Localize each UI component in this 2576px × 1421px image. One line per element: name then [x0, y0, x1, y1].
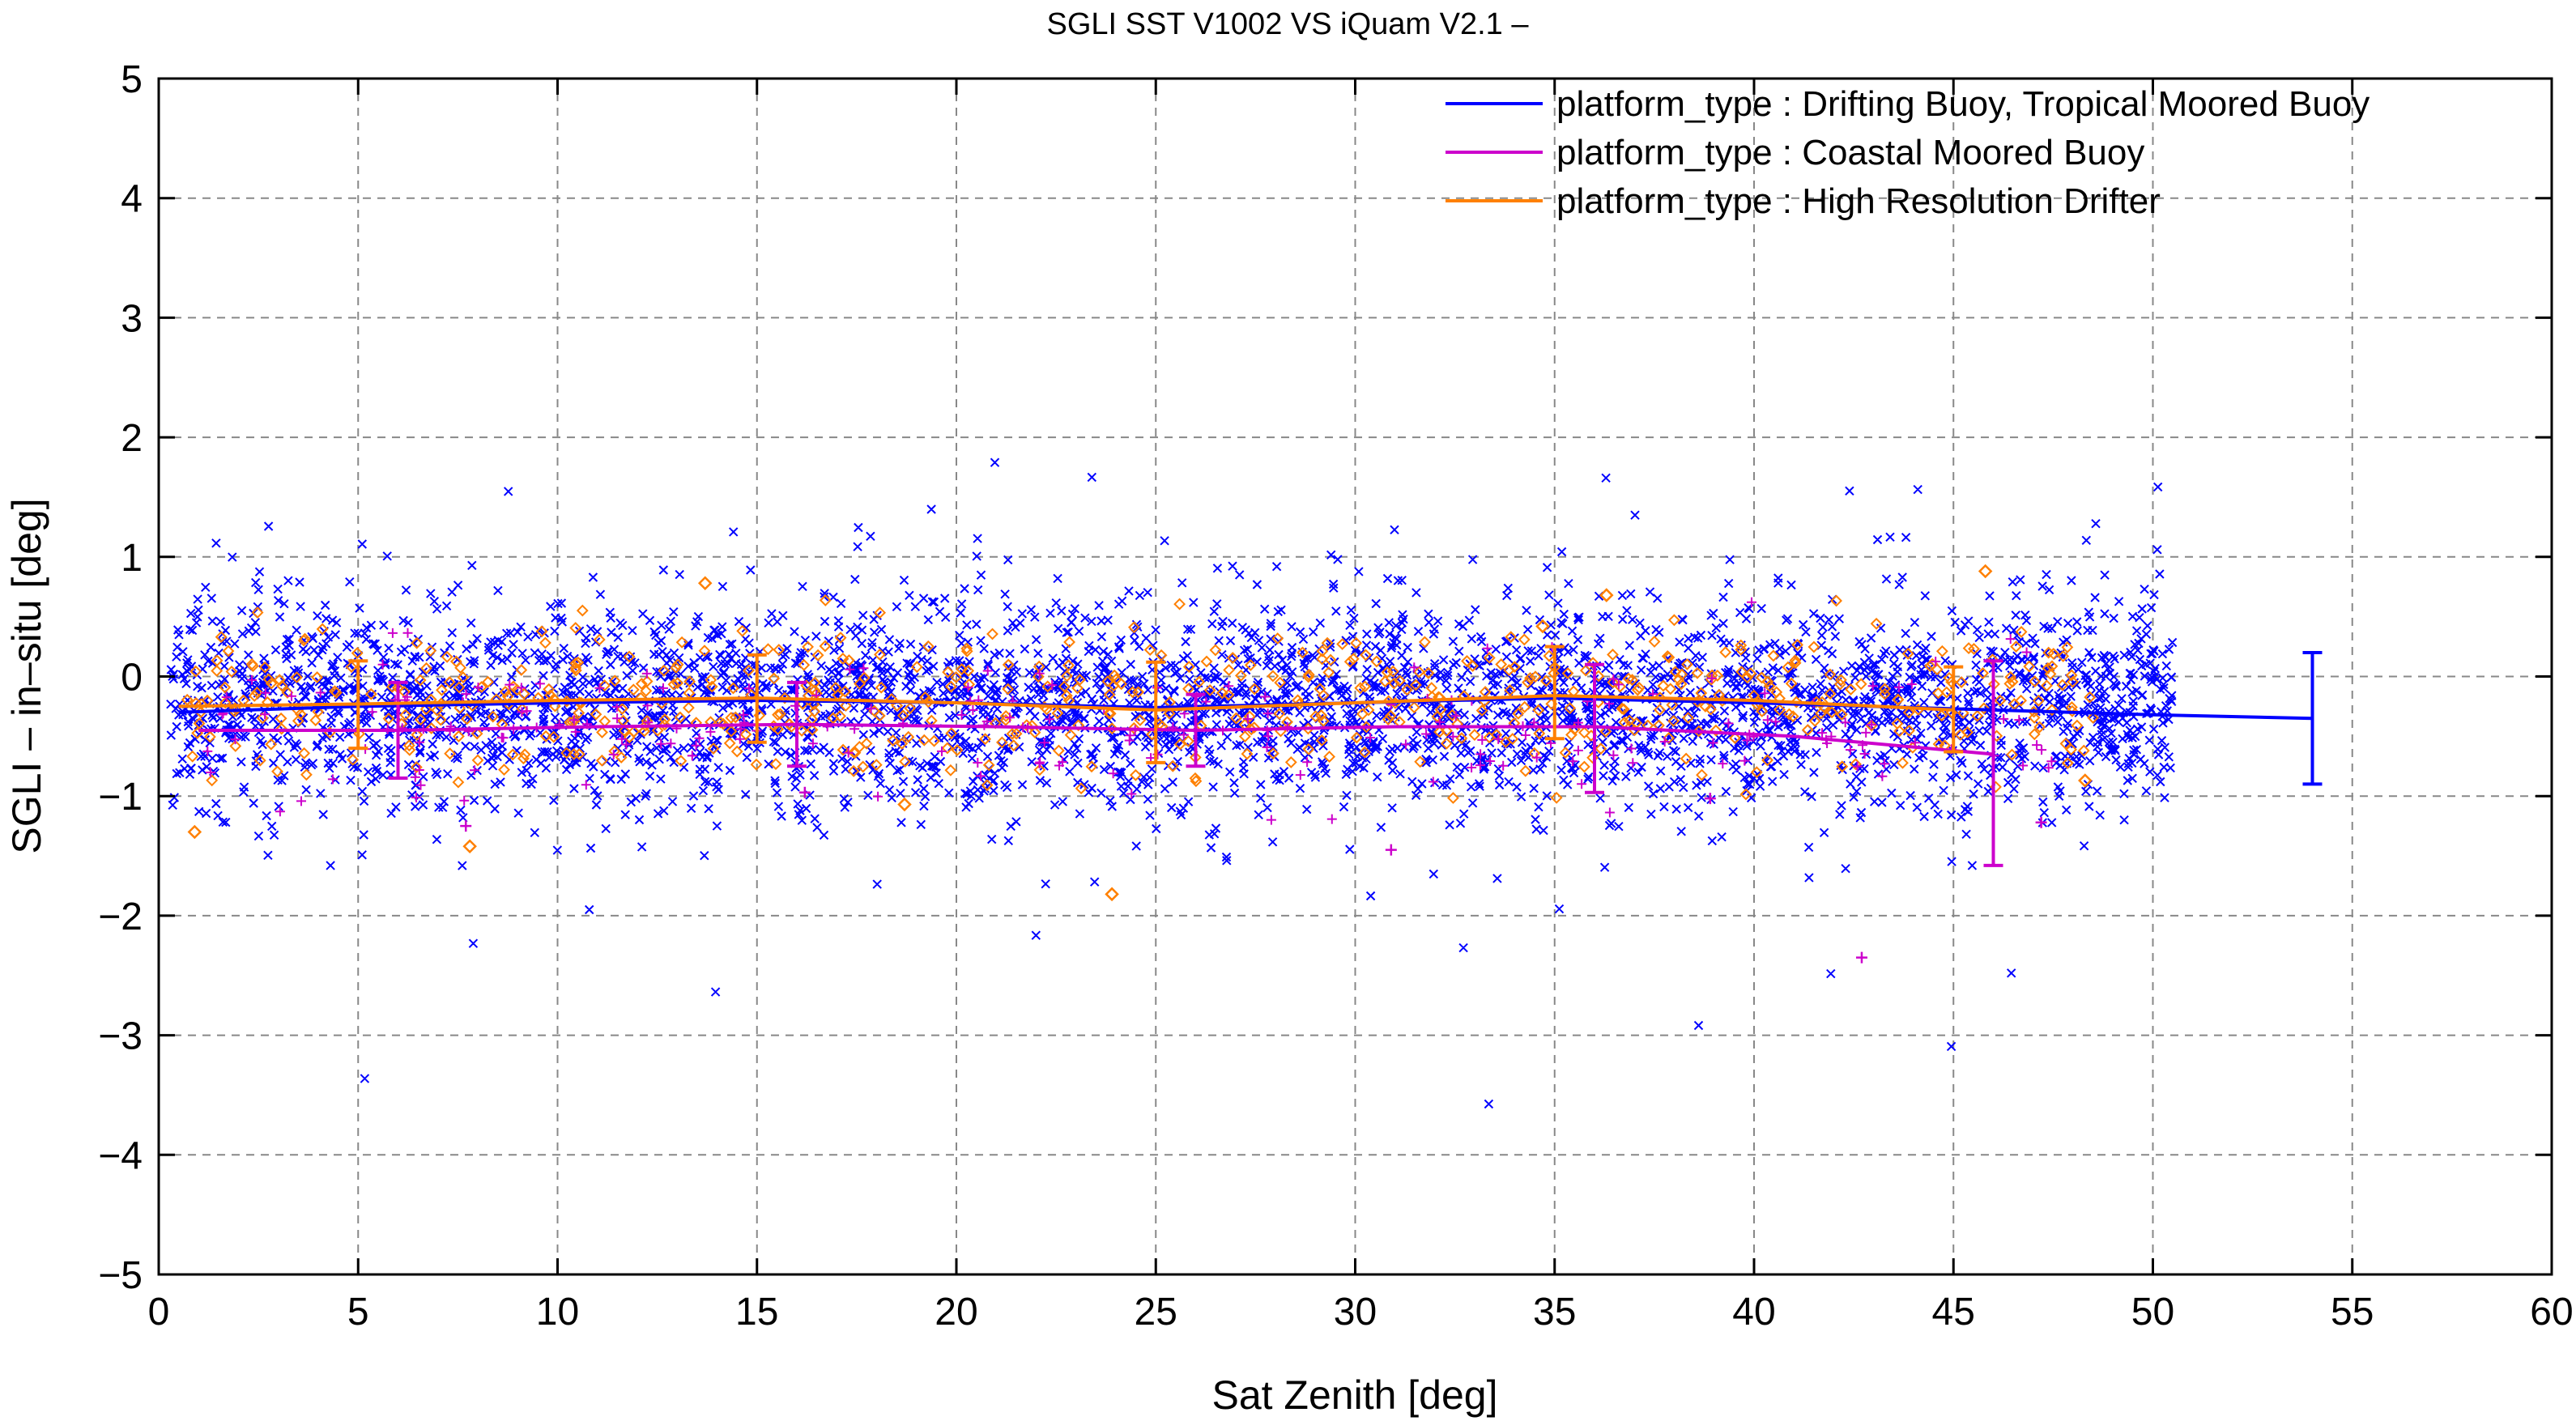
orange-outlier-point [697, 576, 713, 591]
x-tick-label: 50 [2131, 1291, 2174, 1334]
error-bar [787, 680, 807, 768]
y-tick-label: 5 [121, 58, 143, 101]
orange-outlier-point [2078, 773, 2093, 788]
y-tick-label: −5 [98, 1254, 143, 1297]
y-tick-label: −3 [98, 1015, 143, 1058]
y-tick-label: −1 [98, 776, 143, 819]
legend-entry-high-resolution-drifter: platform_type : High Resolution Drifter [1446, 181, 2161, 221]
error-bar [388, 680, 408, 781]
x-tick-label: 25 [1135, 1291, 1177, 1334]
error-bar [2302, 650, 2323, 786]
magenta-outlier-point [1385, 844, 1397, 856]
magenta-outlier-point [1855, 951, 1867, 964]
error-bar [1146, 660, 1166, 764]
magenta-outlier-point [1704, 793, 1716, 805]
orange-mean-line [178, 694, 1954, 712]
y-tick-label: −2 [98, 896, 143, 938]
legend-entry-drifting-buoy: platform_type : Drifting Buoy, Tropical … [1446, 84, 2369, 124]
legend-label: platform_type : High Resolution Drifter [1556, 181, 2161, 221]
x-axis-label: Sat Zenith [deg] [1211, 1372, 1497, 1418]
error-bar [1983, 659, 2003, 867]
orange-outlier-point [1599, 588, 1614, 602]
chart-title: SGLI SST V1002 VS iQuam V2.1 – [1047, 7, 1530, 41]
x-tick-label: 45 [1932, 1291, 1975, 1334]
magenta-outlier-point [460, 820, 472, 832]
orange-outlier-point [1978, 564, 1993, 579]
y-tick-label: 4 [121, 178, 143, 221]
x-tick-label: 20 [935, 1291, 977, 1334]
magenta-mean-line [198, 722, 1994, 756]
x-tick-label: 60 [2530, 1291, 2573, 1334]
magenta-outlier-point [2035, 816, 2047, 828]
x-tick-label: 10 [536, 1291, 579, 1334]
x-tick-label: 15 [735, 1291, 778, 1334]
plot-frame [157, 77, 2553, 1276]
mean-lines [178, 645, 2323, 867]
orange-outlier-point [897, 797, 912, 812]
y-axis-label: SGLI – in–situ [deg] [4, 498, 49, 853]
x-tick-label: 35 [1533, 1291, 1576, 1334]
legend-label: platform_type : Coastal Moored Buoy [1556, 133, 2144, 172]
y-tick-label: 2 [121, 417, 143, 460]
y-tick-label: −4 [98, 1134, 143, 1177]
y-tick-label: 1 [121, 537, 143, 580]
orange-outlier-point [1535, 619, 1550, 634]
error-bar [348, 659, 368, 751]
error-bar [1544, 645, 1565, 741]
legend-label: platform_type : Drifting Buoy, Tropical … [1556, 84, 2369, 124]
x-tick-label: 5 [347, 1291, 369, 1334]
legend-entry-coastal-moored-buoy: platform_type : Coastal Moored Buoy [1446, 133, 2144, 172]
orange-diamond-markers [181, 594, 2100, 804]
magenta-outlier-point [798, 786, 811, 798]
x-tick-label: 40 [1732, 1291, 1775, 1334]
x-tick-label: 55 [2331, 1291, 2374, 1334]
orange-outlier-point [1105, 887, 1119, 902]
orange-outlier-point [462, 839, 477, 853]
error-bar [1944, 665, 1964, 754]
error-bar [1585, 662, 1604, 794]
error-bar [747, 653, 767, 744]
orange-outlier-point [187, 824, 202, 840]
scatter-high-resolution-drifter [181, 564, 2100, 902]
y-tick-label: 3 [121, 297, 143, 340]
x-tick-label: 30 [1334, 1291, 1377, 1334]
legend: platform_type : Drifting Buoy, Tropical … [1446, 84, 2369, 221]
error-bar [1186, 692, 1206, 768]
y-tick-label: 0 [121, 657, 143, 700]
x-tick-label: 0 [148, 1291, 170, 1334]
